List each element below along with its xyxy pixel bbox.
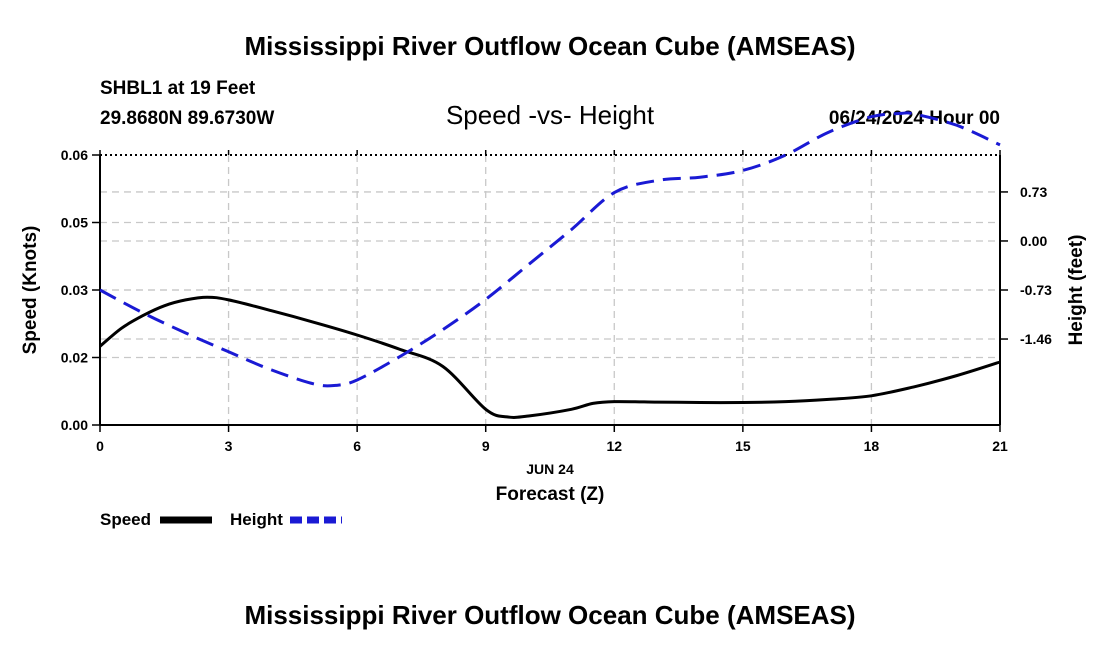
y-right-tick-label: -0.73	[1020, 282, 1052, 298]
grid	[100, 155, 1000, 425]
y-left-tick-label: 0.05	[61, 215, 88, 231]
x-tick-label: 21	[992, 438, 1008, 454]
x-tick-label: 3	[225, 438, 233, 454]
y-right-axis-label: Height (feet)	[1066, 235, 1087, 346]
forecast-timestamp: 06/24/2024 Hour 00	[829, 108, 1000, 129]
y-left-tick-label: 0.03	[61, 282, 88, 298]
series-line-height	[99, 111, 1001, 388]
y-right-tick-label: -1.46	[1020, 331, 1052, 347]
x-tick-label: 6	[353, 438, 361, 454]
station-coordinates: 29.8680N 89.6730W	[100, 108, 274, 129]
station-name-depth: SHBL1 at 19 Feet	[100, 78, 256, 99]
footer-title: Mississippi River Outflow Ocean Cube (AM…	[244, 600, 855, 630]
legend-label-speed: Speed	[100, 510, 151, 529]
x-tick-label: 15	[735, 438, 751, 454]
legend-label-height: Height	[230, 510, 283, 529]
x-tick-label: 12	[606, 438, 622, 454]
series-group	[99, 111, 1001, 419]
axes: 0 3 6 9 12 15 18 21 0.00 0.02 0.03 0.05 0.06 -1.46 -0.…	[61, 147, 1052, 454]
y-right-tick-label: 0.00	[1020, 233, 1047, 249]
x-tick-label: 0	[96, 438, 104, 454]
x-date-label: JUN 24	[526, 461, 574, 477]
x-axis-label: Forecast (Z)	[496, 484, 605, 505]
x-tick-label: 9	[482, 438, 490, 454]
chart-subtitle: Speed -vs- Height	[446, 100, 655, 130]
series-line-speed	[99, 295, 1001, 419]
y-left-axis-label: Speed (Knots)	[20, 226, 41, 355]
y-left-tick-label: 0.06	[61, 147, 88, 163]
y-right-tick-label: 0.73	[1020, 184, 1047, 200]
chart-title: Mississippi River Outflow Ocean Cube (AM…	[244, 31, 855, 61]
legend: Speed Height	[100, 510, 342, 529]
x-tick-label: 18	[864, 438, 880, 454]
y-left-tick-label: 0.00	[61, 417, 88, 433]
y-left-tick-label: 0.02	[61, 350, 88, 366]
